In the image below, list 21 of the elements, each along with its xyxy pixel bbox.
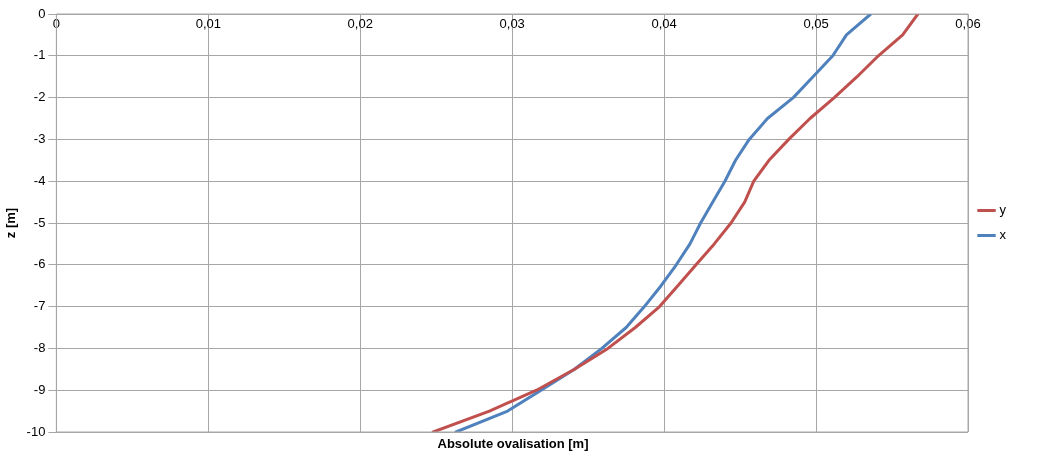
y-tick-label: -2: [33, 89, 46, 105]
legend-label: x: [999, 227, 1007, 243]
y-axis-title: z [m]: [3, 207, 19, 239]
x-tick-label: 0,06: [955, 16, 981, 32]
y-tick-label: -10: [26, 423, 46, 439]
x-tick-label: 0,03: [499, 16, 525, 32]
y-tick-label: -9: [33, 381, 46, 397]
x-tick-label: 0,02: [347, 16, 373, 32]
y-tick-label: -8: [33, 339, 46, 355]
x-tick-label: 0,01: [195, 16, 221, 32]
y-tick-label: -1: [33, 47, 46, 63]
x-tick-label: 0,04: [651, 16, 677, 32]
y-tick-label: -3: [33, 130, 46, 146]
legend-label: y: [999, 202, 1007, 218]
y-tick-label: -7: [33, 298, 46, 314]
y-tick-label: -5: [33, 214, 46, 230]
y-tick-label: -6: [33, 256, 46, 272]
x-tick-label: 0,05: [803, 16, 829, 32]
y-tick-label: 0: [38, 5, 46, 21]
x-axis-title: Absolute ovalisation [m]: [436, 436, 590, 451]
y-tick-label: -4: [33, 172, 46, 188]
